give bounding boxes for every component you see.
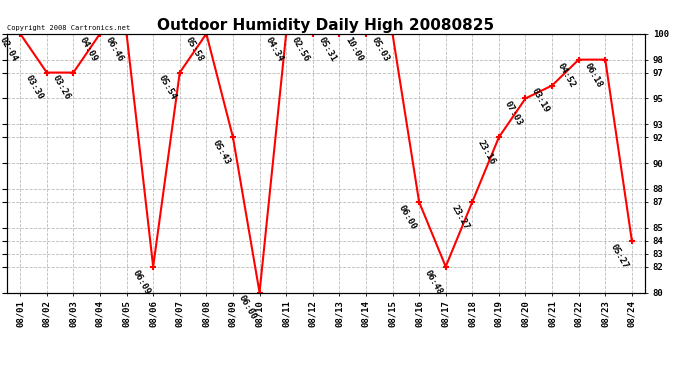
Text: 05:27: 05:27 (609, 242, 631, 270)
Text: 04:09: 04:09 (77, 35, 99, 63)
Text: 02:56: 02:56 (290, 35, 311, 63)
Text: 06:09: 06:09 (130, 268, 152, 296)
Text: 05:31: 05:31 (317, 35, 338, 63)
Title: Outdoor Humidity Daily High 20080825: Outdoor Humidity Daily High 20080825 (157, 18, 495, 33)
Text: 23:16: 23:16 (476, 139, 497, 166)
Text: 03:19: 03:19 (529, 87, 551, 115)
Text: 03:30: 03:30 (24, 74, 46, 102)
Text: 10:00: 10:00 (344, 35, 364, 63)
Text: 06:18: 06:18 (582, 61, 604, 89)
Text: 05:43: 05:43 (210, 139, 232, 166)
Text: 06:00: 06:00 (397, 203, 417, 231)
Text: Copyright 2008 Cartronics.net: Copyright 2008 Cartronics.net (7, 25, 130, 31)
Text: 03:26: 03:26 (51, 74, 72, 102)
Text: 05:03: 05:03 (370, 35, 391, 63)
Text: 06:46: 06:46 (104, 35, 125, 63)
Text: 02:04: 02:04 (0, 35, 19, 63)
Text: 06:48: 06:48 (423, 268, 444, 296)
Text: 04:52: 04:52 (556, 61, 578, 89)
Text: 06:00: 06:00 (237, 294, 258, 322)
Text: 05:58: 05:58 (184, 35, 205, 63)
Text: 05:54: 05:54 (157, 74, 179, 102)
Text: 04:34: 04:34 (264, 35, 285, 63)
Text: 07:03: 07:03 (503, 100, 524, 128)
Text: 23:27: 23:27 (450, 203, 471, 231)
